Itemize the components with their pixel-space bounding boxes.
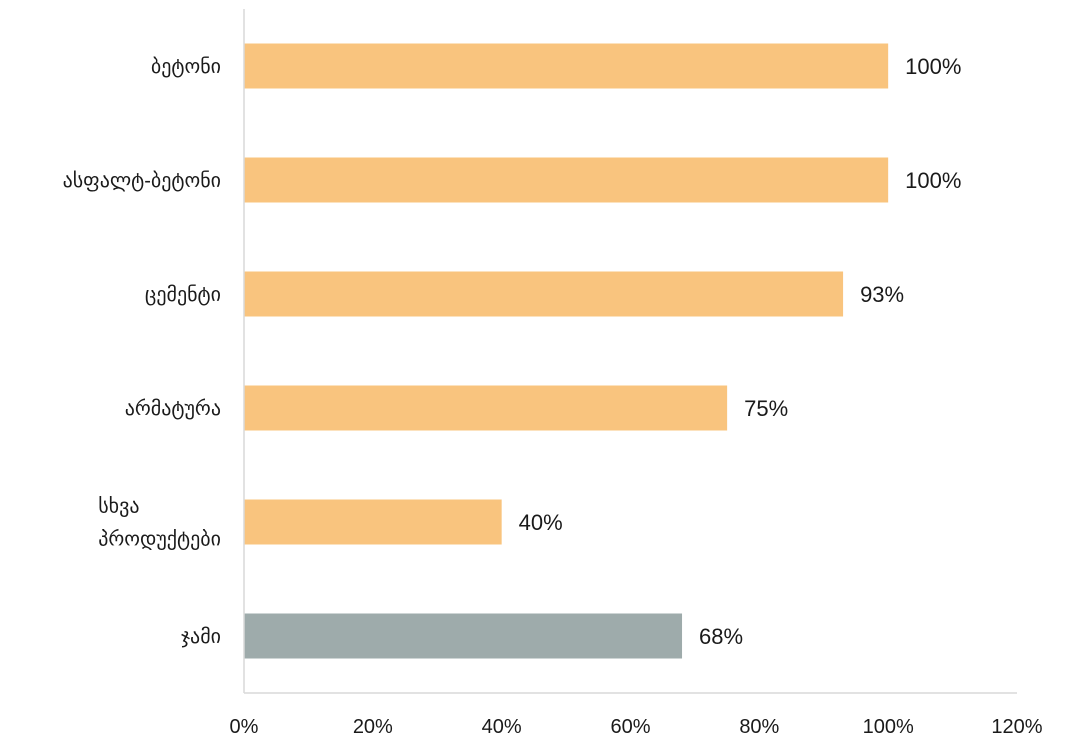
data-label-3: 75% bbox=[744, 396, 788, 421]
x-tick-label-3: 60% bbox=[610, 716, 650, 738]
data-label-2: 93% bbox=[860, 282, 904, 307]
x-tick-labels: 0% 20% 40% 60% 80% 100% 120% bbox=[230, 716, 1043, 738]
category-label-5: ჯამი bbox=[181, 626, 221, 648]
bars-group bbox=[244, 43, 889, 659]
category-label-3: არმატურა bbox=[125, 398, 221, 420]
x-tick-label-5: 100% bbox=[863, 716, 914, 738]
bar-2 bbox=[244, 271, 844, 317]
category-label-0: ბეტონი bbox=[151, 56, 221, 78]
data-label-5: 68% bbox=[699, 624, 743, 649]
category-labels: ბეტონი ასფალტ-ბეტონი ცემენტი არმატურა სხვა პრ… bbox=[63, 56, 221, 648]
data-label-1: 100% bbox=[905, 168, 961, 193]
x-tick-label-4: 80% bbox=[739, 716, 779, 738]
category-label-4-line-1: პროდუქტები bbox=[98, 529, 221, 551]
data-labels: 100% 100% 93% 75% 40% 68% bbox=[519, 54, 962, 649]
bar-1 bbox=[244, 157, 889, 203]
category-label-2: ცემენტი bbox=[145, 284, 221, 306]
category-label-4-line-0: სხვა bbox=[98, 496, 139, 518]
data-label-0: 100% bbox=[905, 54, 961, 79]
bar-4 bbox=[244, 499, 502, 545]
data-label-4: 40% bbox=[519, 510, 563, 535]
x-tick-label-1: 20% bbox=[353, 716, 393, 738]
x-tick-label-0: 0% bbox=[230, 716, 259, 738]
bar-5 bbox=[244, 613, 683, 659]
category-label-1: ასფალტ-ბეტონი bbox=[63, 170, 221, 192]
bar-0 bbox=[244, 43, 889, 89]
bar-3 bbox=[244, 385, 728, 431]
x-tick-label-6: 120% bbox=[991, 716, 1042, 738]
x-tick-label-2: 40% bbox=[482, 716, 522, 738]
